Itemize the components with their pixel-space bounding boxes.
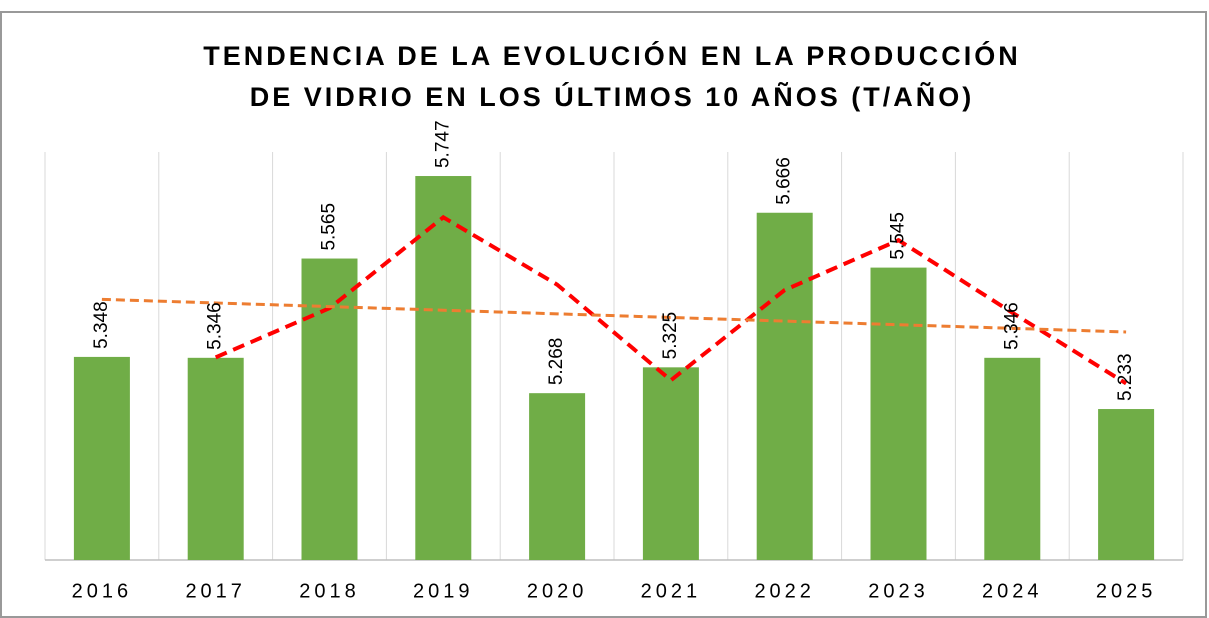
x-tick-label: 2016 [72, 580, 133, 602]
trend-line [214, 214, 1128, 386]
value-label: 5.325 [660, 312, 681, 360]
chart-title: TENDENCIA DE LA EVOLUCIÓN EN LA PRODUCCI… [203, 40, 1021, 71]
x-tick-label: 2022 [754, 580, 815, 602]
bar [73, 356, 130, 560]
value-label: 5.666 [774, 157, 795, 205]
x-tick-label: 2025 [1096, 580, 1157, 602]
bar [984, 357, 1041, 560]
bar [870, 267, 927, 560]
x-tick-label: 2020 [527, 580, 588, 602]
value-label: 5.747 [432, 120, 453, 168]
x-tick-label: 2023 [868, 580, 929, 602]
value-label: 5.348 [91, 301, 112, 349]
x-tick-label: 2019 [413, 580, 474, 602]
bar [301, 258, 358, 560]
trend-line [101, 297, 1127, 334]
value-label: 5.565 [319, 203, 340, 251]
value-label: 5.545 [888, 212, 909, 260]
x-tick-label: 2024 [982, 580, 1043, 602]
value-label: 5.268 [546, 338, 567, 386]
value-label: 5.346 [205, 302, 226, 350]
value-label: 5.233 [1115, 353, 1136, 401]
x-tick-label: 2017 [185, 580, 246, 602]
chart-title: DE VIDRIO EN LOS ÚLTIMOS 10 AÑOS (T/AÑO) [250, 81, 975, 112]
x-tick-label: 2021 [641, 580, 702, 602]
value-label: 5.346 [1001, 302, 1022, 350]
bar [529, 393, 586, 560]
bar [187, 357, 244, 560]
bar [1098, 409, 1155, 560]
bar [415, 176, 472, 560]
bar [642, 367, 699, 560]
x-tick-label: 2018 [299, 580, 360, 602]
bar [756, 212, 813, 560]
